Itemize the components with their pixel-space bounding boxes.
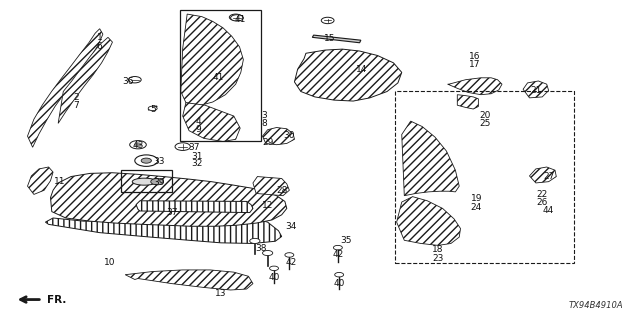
Text: TX94B4910A: TX94B4910A [569, 301, 623, 310]
Polygon shape [180, 14, 243, 106]
Polygon shape [45, 216, 282, 244]
Text: 8: 8 [261, 119, 267, 128]
Text: 28: 28 [276, 186, 287, 195]
Polygon shape [402, 121, 460, 196]
Text: 3: 3 [261, 111, 267, 120]
Text: 33: 33 [154, 157, 165, 166]
Text: 14: 14 [356, 65, 367, 74]
Polygon shape [136, 201, 253, 212]
Text: 22: 22 [536, 190, 548, 199]
Polygon shape [523, 81, 548, 98]
Text: 36: 36 [123, 77, 134, 86]
Text: 15: 15 [324, 35, 335, 44]
Text: 25: 25 [479, 119, 490, 128]
Polygon shape [125, 270, 253, 290]
Text: 16: 16 [468, 52, 480, 61]
Circle shape [262, 251, 273, 256]
Text: 41: 41 [212, 73, 223, 82]
Text: 4: 4 [196, 117, 202, 126]
Text: 39: 39 [154, 178, 165, 187]
Text: 32: 32 [192, 159, 203, 168]
Text: 17: 17 [468, 60, 480, 69]
Text: 37: 37 [166, 208, 177, 217]
Bar [121, 170, 172, 193]
Text: 35: 35 [340, 236, 351, 245]
Text: 24: 24 [471, 203, 482, 212]
Polygon shape [28, 29, 103, 147]
Text: 13: 13 [215, 289, 227, 298]
Text: 23: 23 [433, 254, 444, 263]
Bar [179, 10, 261, 141]
Circle shape [130, 140, 147, 149]
Text: 6: 6 [97, 42, 102, 52]
Text: 31: 31 [191, 152, 203, 161]
Text: 20: 20 [479, 111, 490, 120]
Text: 27: 27 [543, 172, 554, 181]
Circle shape [135, 155, 158, 166]
Circle shape [175, 143, 190, 150]
Circle shape [333, 245, 342, 250]
Polygon shape [28, 167, 53, 195]
Circle shape [269, 266, 278, 270]
Text: 42: 42 [332, 251, 344, 260]
Polygon shape [51, 173, 287, 226]
Text: 26: 26 [536, 197, 548, 206]
Text: 29: 29 [262, 138, 273, 147]
Text: 18: 18 [433, 245, 444, 254]
Text: 40: 40 [333, 279, 345, 288]
Text: 2: 2 [73, 93, 79, 102]
Polygon shape [529, 167, 556, 183]
Text: 40: 40 [268, 273, 280, 282]
Text: 5: 5 [150, 105, 156, 114]
Polygon shape [312, 35, 361, 43]
Text: 7: 7 [73, 101, 79, 110]
Circle shape [141, 158, 152, 163]
Circle shape [230, 15, 243, 21]
Text: 37: 37 [188, 143, 199, 152]
Circle shape [285, 253, 294, 257]
Text: 34: 34 [285, 222, 297, 231]
Circle shape [151, 179, 164, 185]
Text: 43: 43 [132, 141, 144, 150]
Polygon shape [294, 49, 402, 101]
Bar [396, 91, 574, 263]
Text: 12: 12 [262, 201, 273, 210]
Text: 30: 30 [284, 131, 295, 140]
Circle shape [250, 238, 260, 244]
Polygon shape [182, 103, 240, 141]
Circle shape [321, 17, 334, 24]
Circle shape [135, 143, 141, 146]
Ellipse shape [132, 178, 157, 185]
Text: FR.: FR. [47, 294, 66, 305]
Polygon shape [58, 37, 113, 123]
Polygon shape [397, 197, 461, 245]
Text: 41: 41 [234, 15, 246, 24]
Polygon shape [448, 78, 502, 95]
Text: 19: 19 [470, 194, 482, 204]
Text: 42: 42 [285, 258, 297, 267]
Circle shape [148, 106, 157, 111]
Text: 11: 11 [54, 177, 65, 186]
Text: 1: 1 [97, 33, 102, 42]
Polygon shape [458, 95, 478, 109]
Polygon shape [253, 177, 289, 196]
Text: 44: 44 [543, 206, 554, 215]
Text: 10: 10 [104, 258, 115, 267]
Text: 9: 9 [196, 125, 202, 134]
Circle shape [335, 272, 344, 277]
Polygon shape [262, 127, 294, 145]
Circle shape [229, 14, 242, 20]
Circle shape [129, 76, 141, 83]
Text: 38: 38 [255, 244, 267, 253]
Text: 21: 21 [530, 86, 541, 95]
